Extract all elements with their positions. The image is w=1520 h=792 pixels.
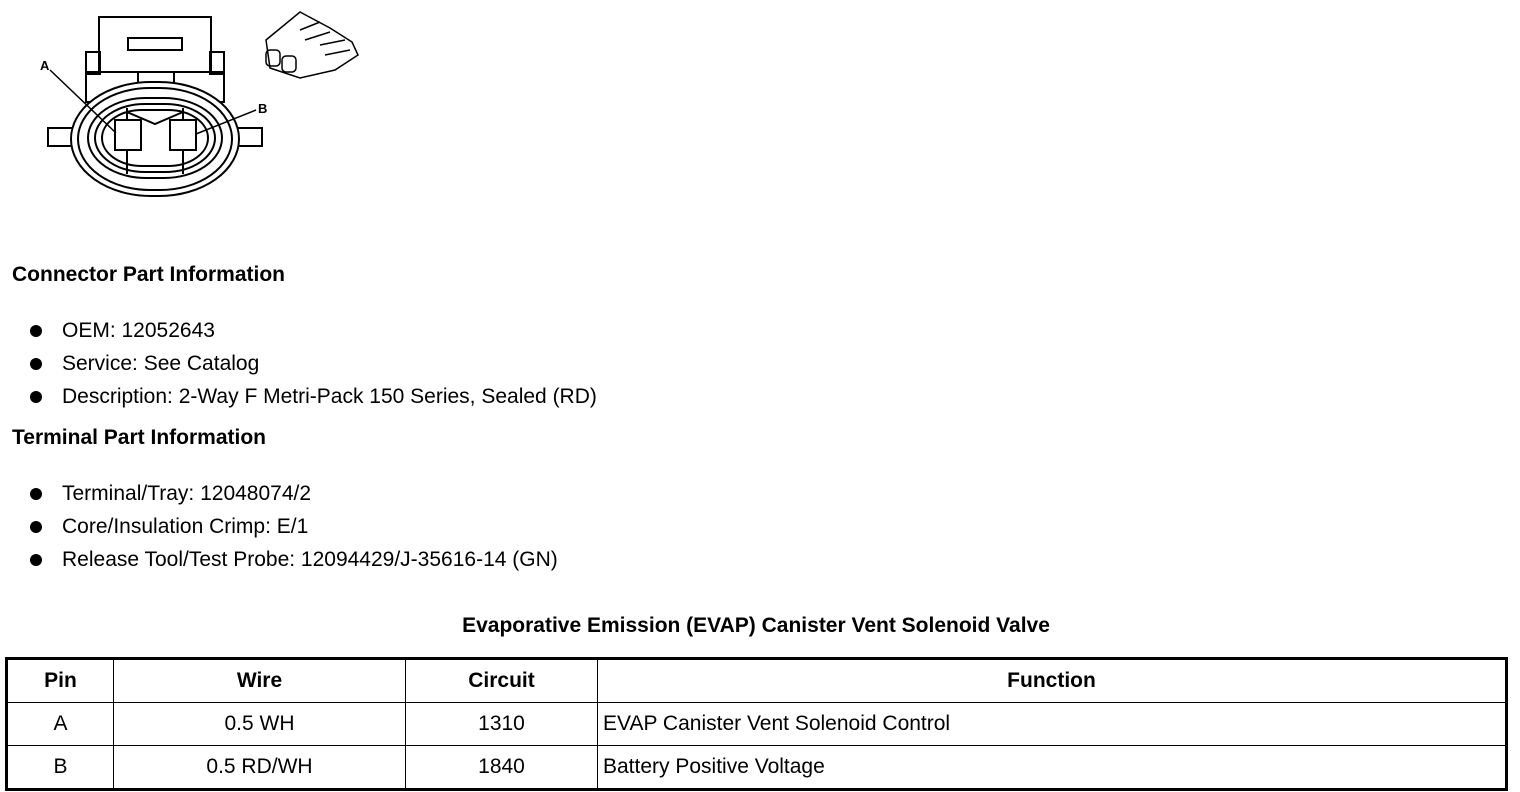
list-item: Core/Insulation Crimp: E/1 [0,510,558,543]
table-row: A 0.5 WH 1310 EVAP Canister Vent Solenoi… [6,702,1507,746]
list-item: Release Tool/Test Probe: 12094429/J-3561… [0,543,558,576]
cell-wire: 0.5 RD/WH [113,745,406,790]
table-header-row: Pin Wire Circuit Function [6,658,1507,703]
connector-part-info-list: OEM: 12052643 Service: See Catalog Descr… [0,314,597,413]
header-wire: Wire [113,658,406,703]
cell-function: EVAP Canister Vent Solenoid Control [597,702,1507,746]
list-item: Terminal/Tray: 12048074/2 [0,477,558,510]
connector-part-info-heading: Connector Part Information [12,263,286,286]
header-circuit: Circuit [405,658,598,703]
list-item: OEM: 12052643 [0,314,597,347]
table-row: B 0.5 RD/WH 1840 Battery Positive Voltag… [6,745,1507,790]
pin-label-b: B [258,101,267,116]
list-item: Service: See Catalog [0,347,597,380]
bullet-icon [30,488,42,500]
bullet-icon [30,325,42,337]
cell-pin: A [6,702,114,746]
header-function: Function [597,658,1507,703]
cell-wire: 0.5 WH [113,702,406,746]
bullet-icon [30,554,42,566]
pinout-table: Pin Wire Circuit Function A 0.5 WH 1310 … [5,657,1508,791]
bullet-icon [30,391,42,403]
table-caption: Evaporative Emission (EVAP) Canister Ven… [462,614,1050,637]
cell-circuit: 1310 [405,702,598,746]
bullet-icon [30,521,42,533]
cell-pin: B [6,745,114,790]
pin-label-a: A [40,58,50,73]
cell-circuit: 1840 [405,745,598,790]
bullet-icon [30,358,42,370]
terminal-part-info-list: Terminal/Tray: 12048074/2 Core/Insulatio… [0,477,558,576]
header-pin: Pin [6,658,114,703]
connector-face-diagram: A B [40,11,359,197]
connector-isometric-icon [265,11,359,79]
terminal-part-info-heading: Terminal Part Information [12,426,266,449]
cell-function: Battery Positive Voltage [597,745,1507,790]
list-item: Description: 2-Way F Metri-Pack 150 Seri… [0,380,597,413]
